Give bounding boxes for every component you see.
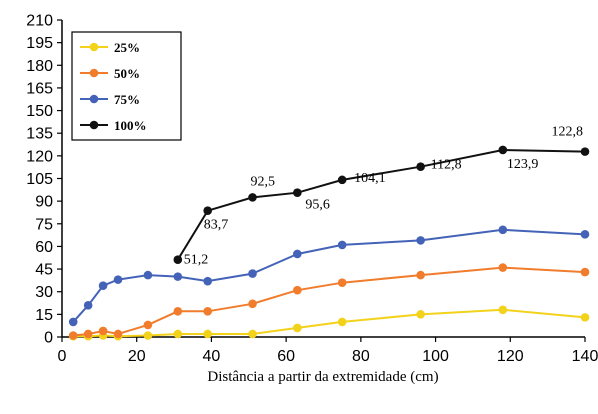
x-tick-label: 80: [352, 348, 370, 365]
data-label: 123,9: [507, 157, 539, 172]
x-tick-label: 20: [128, 348, 146, 365]
data-point: [143, 270, 153, 280]
y-tick-label: 30: [35, 284, 53, 301]
series-line: [176, 148, 586, 261]
legend-item: 100%: [80, 118, 147, 133]
data-label: 122,8: [552, 125, 584, 140]
data-label: 112,8: [431, 158, 462, 173]
y-tick-label: 90: [35, 194, 53, 211]
data-point: [293, 249, 302, 259]
data-point: [248, 193, 257, 202]
data-point: [416, 236, 425, 245]
data-point: [98, 281, 108, 290]
data-label: 83,7: [204, 218, 229, 233]
series-100pct: [173, 145, 590, 265]
y-tick-label: 15: [35, 307, 53, 324]
data-point: [248, 299, 257, 309]
data-point: [113, 275, 123, 284]
data-point: [337, 175, 347, 185]
data-point: [173, 329, 183, 339]
x-tick-label: 100: [422, 348, 449, 365]
series-75pct: [68, 225, 590, 327]
y-tick-label: 210: [26, 13, 53, 30]
data-point: [337, 317, 347, 327]
data-point: [173, 272, 183, 281]
data-point: [248, 329, 257, 339]
x-tick-label: 140: [572, 348, 598, 365]
x-tick-label: 60: [277, 348, 295, 365]
y-tick-label: 60: [35, 239, 53, 256]
legend-box: [71, 31, 182, 141]
data-point: [293, 285, 302, 295]
series-50pct: [68, 263, 590, 340]
data-point: [498, 263, 508, 272]
data-point: [293, 188, 302, 197]
series-layer: [68, 145, 590, 341]
legend-label: 100%: [114, 118, 147, 133]
y-tick-label: 120: [26, 148, 53, 165]
x-axis-label: Distância a partir da extremidade (cm): [207, 369, 438, 385]
data-point: [337, 240, 347, 250]
legend-item: 75%: [80, 92, 140, 107]
legend-marker: [89, 94, 99, 104]
x-tick-label: 40: [203, 348, 221, 365]
data-point: [143, 320, 153, 330]
data-point: [498, 305, 508, 315]
y-tick-label: 75: [35, 216, 53, 233]
data-label-layer: 51,2 83,7 92,5 95,6 104,1 112,8 123,9 122,8: [184, 125, 583, 268]
y-tick-label: 45: [35, 262, 53, 279]
legend-marker: [89, 68, 99, 78]
legend: 25% 50% 75% 100%: [71, 31, 182, 141]
data-point: [580, 267, 590, 277]
y-tick-label: 105: [26, 171, 53, 188]
data-point: [416, 162, 425, 172]
data-point: [416, 310, 425, 319]
data-point: [337, 278, 347, 287]
legend-label: 25%: [114, 40, 140, 55]
y-tick-label: 180: [26, 58, 53, 75]
data-point: [203, 329, 212, 339]
data-label: 51,2: [184, 253, 209, 268]
data-point: [580, 230, 590, 239]
data-point: [83, 301, 93, 310]
data-point: [580, 147, 590, 156]
data-point: [498, 145, 508, 155]
data-label: 92,5: [251, 174, 276, 189]
data-point: [143, 331, 153, 340]
legend-item: 25%: [80, 40, 140, 55]
y-tick-label: 150: [26, 103, 53, 120]
data-point: [203, 307, 212, 316]
legend-marker: [89, 42, 99, 52]
y-tick-label: 165: [26, 80, 53, 97]
data-point: [173, 255, 183, 265]
data-point: [203, 276, 212, 286]
x-tick-label: 120: [497, 348, 524, 365]
data-point: [113, 329, 123, 339]
legend-item: 50%: [80, 66, 140, 81]
legend-label: 50%: [114, 66, 140, 81]
data-point: [83, 329, 93, 339]
data-point: [68, 331, 78, 340]
data-point: [293, 323, 302, 333]
data-point: [68, 317, 78, 327]
data-label: 104,1: [354, 171, 386, 186]
y-tick-label: 195: [26, 35, 53, 52]
data-point: [580, 313, 590, 322]
y-tick-label: 0: [44, 330, 53, 347]
y-axis-ticks: 0 15 30 45 60 75 90 105 120 135 150 165 180 195 210: [26, 13, 62, 347]
data-point: [416, 270, 425, 280]
series-25pct: [68, 305, 590, 341]
data-point: [248, 269, 257, 278]
x-tick-label: 0: [58, 348, 67, 365]
data-point: [498, 225, 508, 235]
data-label: 95,6: [305, 198, 330, 213]
legend-label: 75%: [114, 92, 140, 107]
y-tick-label: 135: [26, 126, 53, 143]
legend-marker: [89, 120, 99, 130]
data-point: [98, 326, 108, 336]
data-point: [203, 206, 212, 215]
x-axis-ticks: 0 20 40 60 80 100 120 140: [58, 337, 598, 365]
data-point: [173, 307, 183, 316]
